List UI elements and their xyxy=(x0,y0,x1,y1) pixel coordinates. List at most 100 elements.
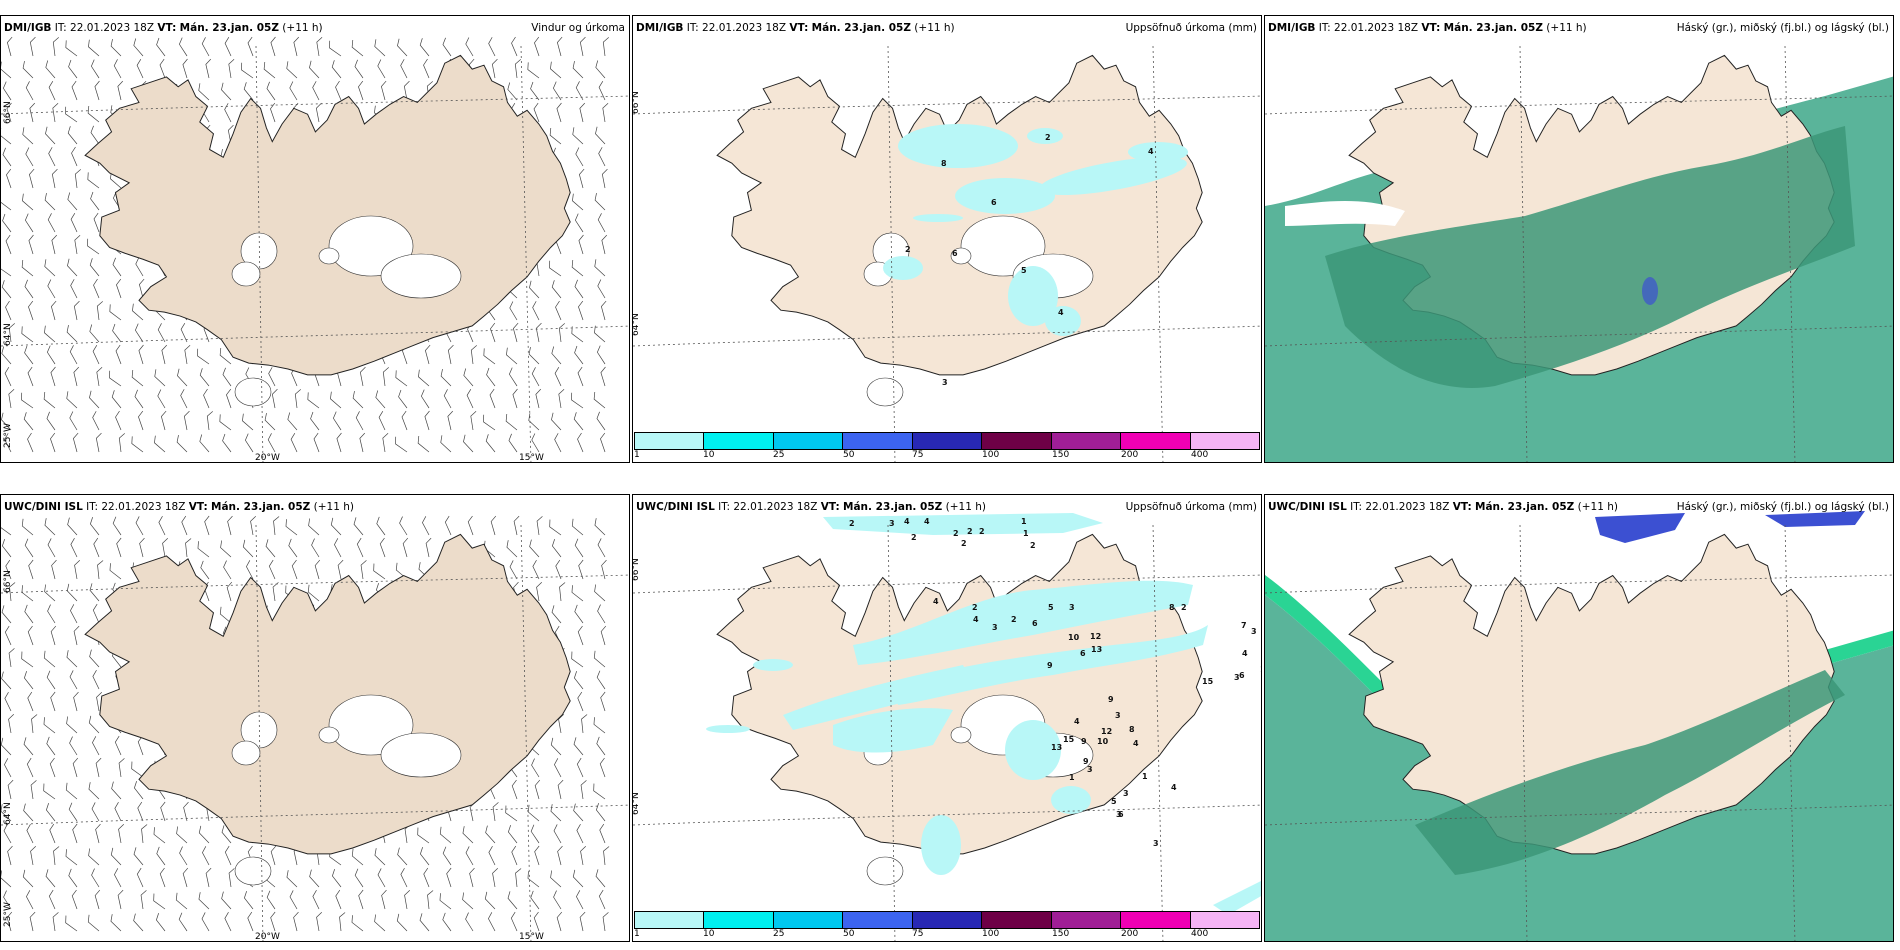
wind-barb xyxy=(22,869,34,888)
precip-area xyxy=(753,659,793,671)
wind-barb xyxy=(265,539,276,558)
wind-barb xyxy=(485,434,496,453)
wind-barb xyxy=(403,80,410,101)
wind-barb xyxy=(219,606,232,624)
wind-barb xyxy=(110,847,122,866)
wind-barb xyxy=(52,37,59,57)
precip-map-svg xyxy=(633,513,1261,941)
wind-barb xyxy=(580,780,587,800)
wind-barb xyxy=(112,257,122,277)
wind-barb xyxy=(243,82,254,101)
vt-label: VT: xyxy=(157,22,177,34)
wind-barb xyxy=(66,650,78,668)
wind-barb xyxy=(440,435,452,453)
wind-barb xyxy=(157,323,166,343)
wind-barb xyxy=(53,846,60,866)
glaciers xyxy=(231,694,462,886)
model-name: UWC/DINI ISL xyxy=(4,501,83,513)
wind-barb xyxy=(571,518,584,536)
wind-barb xyxy=(447,410,454,431)
wind-barb xyxy=(594,518,606,536)
wind-barb xyxy=(353,517,364,536)
precip-value: 13 xyxy=(1051,743,1063,752)
wind-barb xyxy=(492,867,499,888)
lat-label-66: 66°N xyxy=(632,558,641,581)
wind-barb xyxy=(575,147,584,167)
wind-barb xyxy=(483,414,496,431)
wind-barb xyxy=(577,691,584,712)
it-value: 22.01.2023 18Z xyxy=(733,501,818,513)
precip-areas xyxy=(706,580,1208,875)
legend-tick: 200 xyxy=(1121,450,1139,460)
wind-barb xyxy=(599,823,606,844)
wind-barb xyxy=(21,392,34,409)
wind-barb xyxy=(67,258,78,277)
wind-barb xyxy=(483,348,496,365)
wind-barb xyxy=(160,801,166,822)
wind-barb xyxy=(1,804,12,822)
precip-value: 3 xyxy=(1251,627,1257,636)
precip-value: 9 xyxy=(1083,757,1089,766)
model-name: UWC/DINI ISL xyxy=(1268,501,1347,513)
wind-barb xyxy=(5,234,12,255)
wind-barb xyxy=(594,192,606,211)
wind-barb xyxy=(114,802,122,822)
wind-barb xyxy=(404,889,411,910)
wind-barb xyxy=(550,870,562,888)
wind-barb xyxy=(360,560,367,580)
wind-barb xyxy=(250,515,257,536)
wind-barb xyxy=(87,172,100,189)
wind-barb xyxy=(52,912,59,932)
wind-barb xyxy=(574,604,584,624)
glaciers xyxy=(231,215,462,407)
wind-barb xyxy=(29,36,36,57)
wind-barb xyxy=(400,868,408,888)
wind-barb xyxy=(134,323,144,343)
wind-barb xyxy=(71,80,78,101)
wind-barb xyxy=(506,540,518,558)
wind-barb xyxy=(603,846,610,866)
map-area xyxy=(1,495,629,941)
wind-barb xyxy=(111,781,122,800)
legend-tick: 150 xyxy=(1052,929,1070,939)
wind-barb xyxy=(28,559,34,580)
wind-barb xyxy=(70,604,78,624)
wind-barb xyxy=(600,432,606,453)
cloud-map-svg xyxy=(1265,16,1893,462)
wind-barb xyxy=(222,433,232,453)
precip-value: 9 xyxy=(1047,661,1053,670)
wind-barb xyxy=(597,279,606,299)
wind-barb xyxy=(5,300,12,321)
precip-value: 3 xyxy=(1234,673,1240,682)
vt-value: Mán. 23.jan. 05Z xyxy=(843,501,943,513)
legend-tick: 10 xyxy=(703,450,715,460)
wind-barb xyxy=(6,911,13,932)
wind-barb xyxy=(5,559,12,580)
wind-barb xyxy=(511,845,518,866)
wind-barb xyxy=(24,279,34,299)
legend-swatch xyxy=(982,433,1052,449)
wind-barb xyxy=(594,259,606,277)
wind-barb xyxy=(270,845,277,866)
precip-value: 3 xyxy=(942,378,948,387)
panel-header: UWC/DINI ISL IT: 22.01.2023 18Z VT: Mán.… xyxy=(633,495,1261,519)
wind-barb xyxy=(67,192,78,211)
lead-time: (+11 h) xyxy=(1546,22,1587,34)
wind-barb xyxy=(571,259,584,277)
map-area xyxy=(1,16,629,462)
lon-label-20w: 20°W xyxy=(255,453,280,463)
precip-area xyxy=(921,815,961,875)
wind-barb xyxy=(528,413,540,431)
wind-barb xyxy=(354,868,364,888)
panel-clouds-uwc: UWC/DINI ISL IT: 22.01.2023 18Z VT: Mán.… xyxy=(1264,494,1894,942)
wind-barb xyxy=(579,102,586,123)
wind-barb xyxy=(96,691,103,712)
wind-barb xyxy=(27,432,34,453)
wind-barb xyxy=(23,803,34,822)
precip-value: 3 xyxy=(1116,810,1122,819)
wind-barb xyxy=(89,583,100,602)
wind-barb xyxy=(138,410,144,431)
precip-value: 10 xyxy=(1097,737,1109,746)
wind-barb xyxy=(440,368,452,387)
wind-barb xyxy=(575,81,584,101)
